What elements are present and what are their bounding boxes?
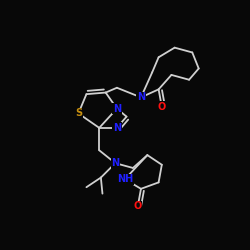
Text: N: N	[137, 92, 145, 102]
Text: N: N	[113, 123, 121, 133]
Text: N: N	[111, 158, 119, 168]
Text: O: O	[134, 202, 142, 211]
Text: N: N	[113, 104, 121, 114]
Text: NH: NH	[117, 174, 133, 184]
Text: S: S	[75, 108, 82, 118]
Text: O: O	[158, 102, 166, 112]
